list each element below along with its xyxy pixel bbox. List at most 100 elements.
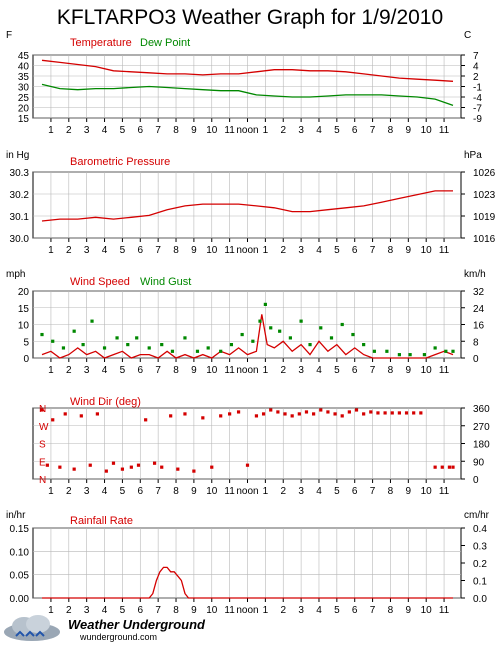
x-tick-label: 2	[280, 245, 286, 256]
x-tick-label: 5	[334, 486, 340, 497]
right-tick-label: 1016	[473, 234, 496, 245]
right-tick-label: -4	[473, 93, 482, 104]
x-tick-label: 9	[406, 486, 412, 497]
right-tick-label: 0	[473, 475, 479, 486]
chart-panel-4: 1234567891011noon1234567891011NWSEN36027…	[32, 396, 490, 497]
x-tick-label: 5	[120, 365, 126, 376]
right-tick-label: 4	[473, 62, 479, 73]
y-tick-label: 0.00	[10, 594, 30, 605]
x-tick-label: 4	[102, 486, 108, 497]
data-point	[319, 408, 323, 412]
data-point	[219, 349, 223, 353]
right-tick-label: 32	[473, 287, 485, 298]
right-unit-label: hPa	[464, 150, 482, 161]
data-point	[408, 353, 412, 357]
y-tick-label: 0.05	[10, 571, 30, 582]
x-tick-label: 10	[206, 605, 218, 616]
x-tick-label: 9	[191, 365, 197, 376]
right-tick-label: 0.3	[473, 542, 487, 553]
x-tick-label: 2	[280, 125, 286, 136]
data-point	[81, 343, 85, 347]
x-tick-label: 11	[439, 605, 450, 616]
data-point	[160, 343, 164, 347]
data-point	[422, 353, 427, 357]
y-tick-label: 0.10	[10, 547, 30, 558]
right-tick-label: 0.0	[473, 594, 487, 605]
data-point	[347, 410, 351, 414]
x-tick-label: noon	[236, 486, 258, 497]
right-tick-label: 1019	[473, 212, 496, 223]
chart-panel-5: 1 2 3 4 5 6 7 8 9 10 11 noon 1 2 3 4 5 6 7 8 9 10 110.150.100.…	[6, 510, 490, 616]
data-point	[152, 461, 157, 465]
x-tick-label: 8	[388, 486, 394, 497]
x-tick-label: 3	[298, 605, 304, 616]
data-point	[219, 414, 223, 418]
x-tick-label: 2	[66, 245, 72, 256]
logo-url: wunderground.com	[80, 632, 158, 642]
data-point	[58, 465, 62, 469]
x-tick-label: 10	[206, 245, 218, 256]
x-tick-label: 2	[280, 486, 286, 497]
x-tick-label: 3	[84, 486, 90, 497]
data-point	[376, 411, 380, 415]
data-point	[433, 346, 437, 350]
x-tick-label: 10	[206, 125, 218, 136]
data-point	[440, 465, 444, 469]
x-tick-label: 5	[334, 605, 340, 616]
x-tick-label: 4	[102, 605, 108, 616]
data-point	[290, 414, 294, 418]
x-tick-label: 4	[102, 365, 108, 376]
cloud-logo-icon	[4, 615, 60, 641]
x-tick-label: 6	[352, 605, 358, 616]
data-point	[195, 349, 200, 353]
left-unit-label: F	[6, 30, 12, 41]
data-point	[229, 343, 234, 347]
x-tick-label: 4	[316, 365, 322, 376]
x-tick-label: 8	[388, 605, 394, 616]
right-tick-label: 7	[473, 51, 479, 62]
data-point	[369, 410, 373, 414]
right-tick-label: 16	[473, 321, 485, 332]
x-tick-label: 11	[224, 365, 235, 376]
data-point	[397, 353, 401, 357]
y-tick-label: N	[39, 475, 46, 486]
data-point	[362, 343, 366, 347]
x-tick-label: 10	[421, 605, 433, 616]
data-point	[147, 346, 151, 350]
x-tick-label: 9	[406, 245, 412, 256]
y-tick-label: 5	[23, 337, 29, 348]
data-point	[135, 336, 139, 340]
x-tick-label: 1	[263, 125, 269, 136]
x-tick-label: 3	[298, 486, 304, 497]
right-tick-label: 0	[473, 354, 479, 365]
x-tick-label: 2	[280, 605, 286, 616]
x-tick-label: 4	[316, 605, 322, 616]
right-tick-label: 180	[473, 440, 490, 451]
x-tick-label: 1	[48, 486, 54, 497]
y-tick-label: E	[39, 457, 46, 468]
chart-panel-1: 1 2 3 4 5 6 7 8 9 10 11 noon 1 2 3 4 5 6 7 8 9 10 114540353025…	[6, 30, 482, 136]
data-point	[176, 467, 180, 471]
data-point	[447, 465, 452, 469]
data-point	[183, 336, 187, 340]
y-tick-label: 15	[18, 304, 30, 315]
data-point	[63, 412, 67, 416]
x-tick-label: 9	[191, 125, 197, 136]
data-point	[72, 329, 76, 333]
y-tick-label: 35	[18, 72, 30, 83]
data-point	[254, 414, 259, 418]
data-point	[312, 412, 316, 416]
logo-name: Weather Underground	[68, 617, 205, 632]
y-tick-label: S	[39, 440, 46, 451]
data-point	[333, 412, 337, 416]
x-tick-label: 11	[439, 486, 450, 497]
x-tick-label: 5	[120, 245, 126, 256]
data-point	[288, 336, 292, 340]
y-tick-label: 30.2	[10, 190, 30, 201]
right-tick-label: 0.1	[473, 577, 487, 588]
y-tick-label: 20	[18, 104, 30, 115]
x-tick-label: 6	[352, 365, 358, 376]
x-tick-label: 2	[66, 605, 72, 616]
data-point	[278, 329, 282, 333]
x-tick-label: 4	[316, 245, 322, 256]
